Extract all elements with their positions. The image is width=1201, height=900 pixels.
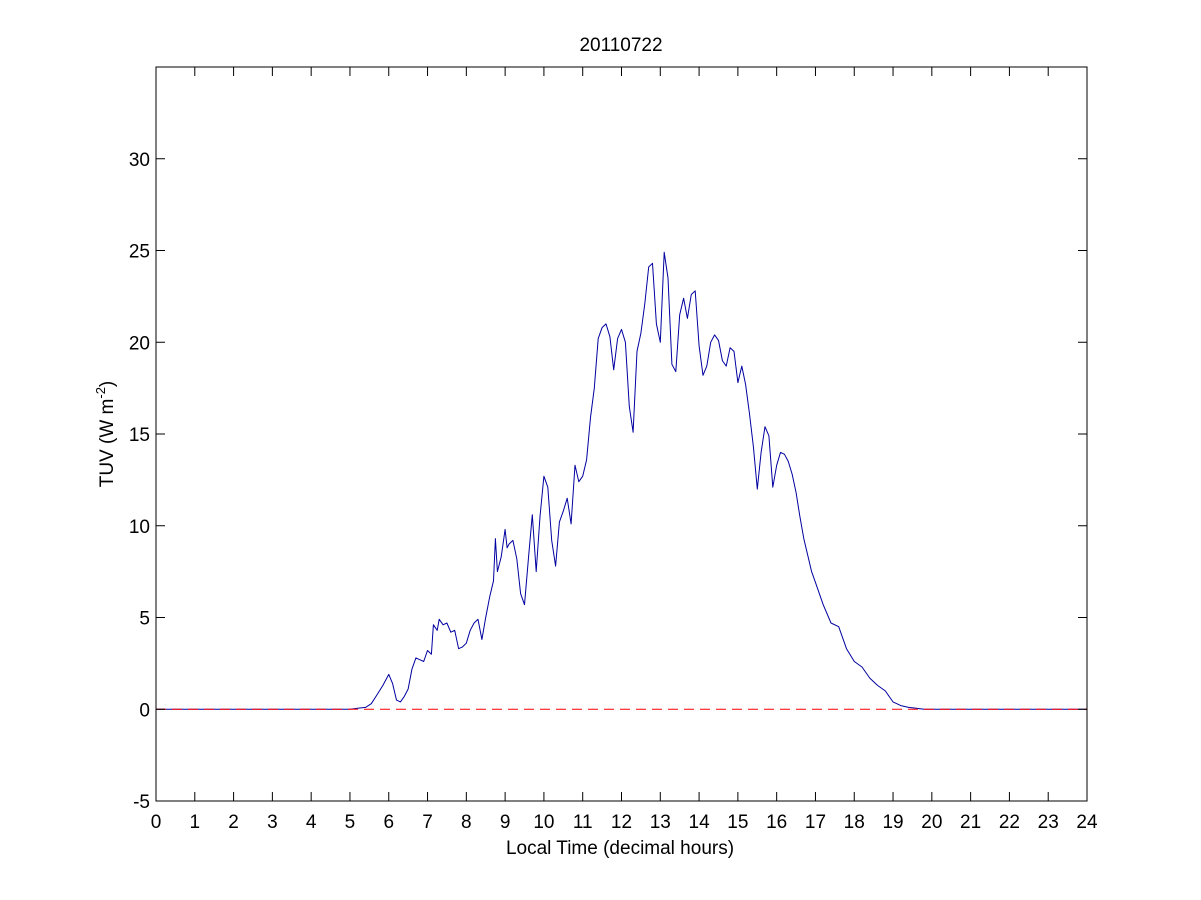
y-axis-title-superscript: -2 — [93, 387, 108, 399]
x-tick-label: 10 — [533, 812, 554, 833]
x-tick-label: 3 — [267, 812, 278, 833]
plot-area — [156, 67, 1087, 801]
x-tick-label: 23 — [1038, 812, 1059, 833]
y-axis-title-base: TUV (W m — [97, 399, 118, 488]
y-axis-title-close: ) — [97, 381, 118, 387]
x-tick-label: 16 — [766, 812, 787, 833]
x-tick-label: 1 — [190, 812, 201, 833]
tuv-series-line — [156, 251, 1087, 710]
x-tick-label: 4 — [306, 812, 317, 833]
x-tick-label: 18 — [844, 812, 865, 833]
y-tick-label: 5 — [139, 609, 150, 630]
x-tick-label: 0 — [151, 812, 162, 833]
x-tick-label: 20 — [921, 812, 942, 833]
x-tick-label: 12 — [611, 812, 632, 833]
x-tick-label: 7 — [422, 812, 433, 833]
x-tick-label: 15 — [727, 812, 748, 833]
y-tick-label: 25 — [129, 242, 150, 263]
y-tick-label: -5 — [133, 792, 150, 813]
x-tick-label: 24 — [1076, 812, 1098, 833]
x-tick-label: 13 — [650, 812, 671, 833]
x-axis-title: Local Time (decimal hours) — [506, 838, 734, 859]
x-tick-label: 8 — [461, 812, 472, 833]
x-tick-label: 2 — [228, 812, 239, 833]
y-tick-label: 15 — [129, 425, 150, 446]
chart-title: 20110722 — [579, 35, 662, 56]
x-tick-label: 14 — [689, 812, 711, 833]
y-tick-label: 20 — [129, 333, 150, 354]
series-layer — [156, 251, 1087, 710]
x-tick-label: 22 — [999, 812, 1020, 833]
x-tick-label: 9 — [500, 812, 511, 833]
x-tick-label: 6 — [383, 812, 394, 833]
x-tick-label: 19 — [882, 812, 903, 833]
x-tick-label: 11 — [573, 812, 593, 833]
x-tick-label: 17 — [805, 812, 826, 833]
y-axis-title: TUV (W m-2) — [93, 381, 118, 488]
tick-layer: 0 1 2 3 4 5 6 7 8 9 10 11 12 13 14 15 16 17 18 19 20 21 22 23 24… — [129, 67, 1098, 833]
y-tick-label: 0 — [139, 700, 150, 721]
y-tick-label: 30 — [129, 150, 150, 171]
y-tick-label: 10 — [129, 517, 150, 538]
x-tick-label: 5 — [345, 812, 356, 833]
x-tick-label: 21 — [960, 812, 981, 833]
